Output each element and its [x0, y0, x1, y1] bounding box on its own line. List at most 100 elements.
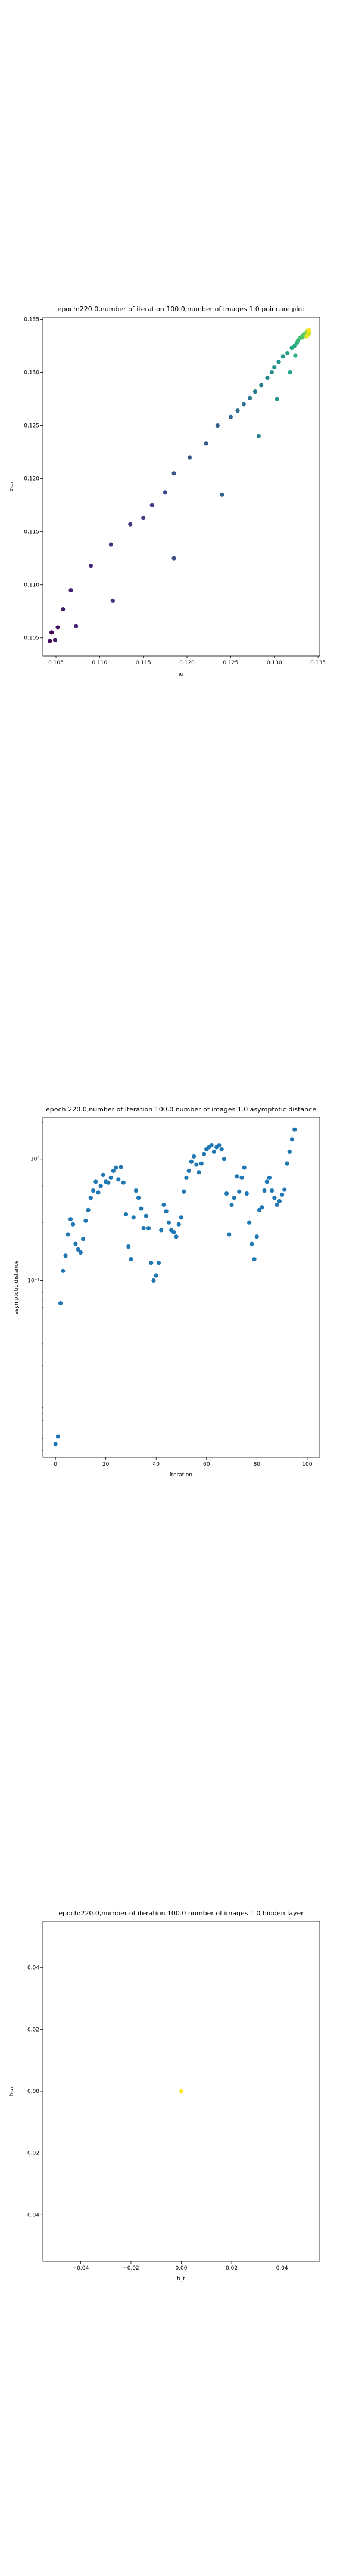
plot-frame	[42, 317, 320, 657]
poincare-plot-chart: epoch:220.0,number of iteration 100.0,nu…	[9, 305, 326, 677]
data-points	[179, 2089, 184, 2094]
data-point	[289, 1137, 295, 1142]
data-point	[63, 1253, 68, 1258]
data-point	[159, 1228, 164, 1233]
data-point	[116, 1177, 121, 1182]
x-tick-label: 0.00	[175, 2265, 187, 2271]
x-axis-label: xₜ	[179, 671, 183, 677]
data-point	[68, 1216, 73, 1222]
data-point	[192, 1154, 197, 1159]
data-point	[228, 414, 233, 419]
data-point	[149, 503, 154, 507]
y-tick-label: −0.04	[23, 2212, 39, 2218]
y-tick-label: 10⁰	[30, 1157, 39, 1163]
data-point	[141, 1225, 146, 1231]
data-point	[259, 383, 264, 388]
data-point	[48, 639, 52, 643]
data-point	[222, 1157, 226, 1162]
asymptotic-distance-chart: epoch:220.0,number of iteration 100.0 nu…	[14, 1106, 320, 1478]
x-tick-label: 0.110	[92, 660, 107, 666]
x-tick-label: 60	[203, 1462, 210, 1467]
data-point	[285, 1161, 289, 1166]
data-point	[215, 423, 220, 428]
data-point	[78, 1250, 83, 1255]
data-point	[91, 1188, 96, 1193]
data-point	[174, 1234, 179, 1239]
data-point	[201, 1151, 207, 1156]
data-point	[199, 1161, 204, 1166]
data-point	[113, 1165, 119, 1170]
data-point	[71, 1222, 76, 1227]
data-point	[161, 1202, 166, 1208]
data-point	[211, 1149, 217, 1154]
data-point	[66, 1232, 70, 1237]
data-point	[128, 522, 133, 527]
data-point	[224, 1191, 229, 1196]
data-point	[229, 1202, 234, 1208]
y-tick-label: 0.02	[27, 2027, 39, 2033]
x-axis-label: iteration	[170, 1472, 192, 1478]
data-point	[55, 625, 60, 630]
y-tick-label: 0.135	[24, 317, 39, 323]
data-point	[276, 360, 281, 364]
y-tick-label: 0.110	[24, 583, 39, 589]
data-point	[194, 1162, 199, 1167]
y-ticks: 10⁰ 10⁻¹	[27, 1122, 43, 1451]
x-tick-label: 0.125	[223, 660, 238, 666]
data-point	[119, 1165, 123, 1169]
data-point	[306, 327, 311, 332]
data-point	[93, 1179, 98, 1184]
data-point	[277, 1199, 282, 1203]
data-point	[151, 1278, 156, 1283]
chart-title: epoch:220.0,number of iteration 100.0 nu…	[58, 1909, 304, 1917]
data-point	[187, 455, 192, 460]
data-point	[186, 1168, 191, 1174]
data-point	[293, 353, 298, 358]
data-point	[179, 1215, 184, 1220]
data-point	[163, 490, 167, 495]
data-point	[139, 1206, 144, 1211]
data-point	[179, 2089, 184, 2094]
data-point	[269, 370, 274, 375]
x-tick-label: −0.02	[123, 2265, 139, 2271]
data-point	[83, 1218, 88, 1223]
x-tick-label: 0.02	[226, 2265, 238, 2271]
data-point	[68, 588, 73, 593]
data-point	[86, 1208, 91, 1212]
data-point	[252, 1256, 257, 1262]
data-point	[182, 1189, 186, 1194]
data-point	[172, 556, 176, 561]
data-point	[256, 434, 261, 439]
data-point	[239, 1175, 244, 1180]
chart-title: epoch:220.0,number of iteration 100.0 nu…	[46, 1106, 316, 1113]
data-point	[244, 1191, 250, 1196]
data-point	[88, 1196, 93, 1200]
data-point	[262, 1188, 267, 1193]
data-point	[149, 1261, 154, 1265]
data-point	[292, 343, 297, 348]
x-tick-label: 0.130	[267, 660, 282, 666]
data-point	[189, 1159, 194, 1164]
data-point	[141, 515, 146, 521]
data-point	[292, 1127, 297, 1132]
x-tick-label: 0.04	[276, 2265, 288, 2271]
y-ticks: −0.04 −0.02 0.00 0.02 0.04	[23, 1965, 43, 2218]
x-tick-label: 0	[54, 1462, 57, 1467]
data-points	[48, 327, 311, 643]
x-ticks: 0 20 40 60 80 100	[54, 1457, 313, 1467]
y-tick-label: 0.130	[24, 370, 39, 376]
x-tick-label: 0.105	[48, 660, 64, 666]
data-point	[270, 1188, 275, 1193]
data-point	[265, 375, 270, 380]
data-points	[53, 1127, 297, 1447]
data-point	[81, 1237, 86, 1241]
data-point	[73, 1241, 78, 1246]
data-point	[272, 365, 277, 370]
data-point	[108, 542, 114, 547]
data-point	[282, 1187, 287, 1192]
data-point	[219, 1147, 224, 1152]
data-point	[287, 1149, 292, 1154]
y-tick-label: 0.120	[24, 476, 39, 482]
x-tick-label: 0.115	[136, 660, 151, 666]
data-point	[133, 1188, 139, 1193]
